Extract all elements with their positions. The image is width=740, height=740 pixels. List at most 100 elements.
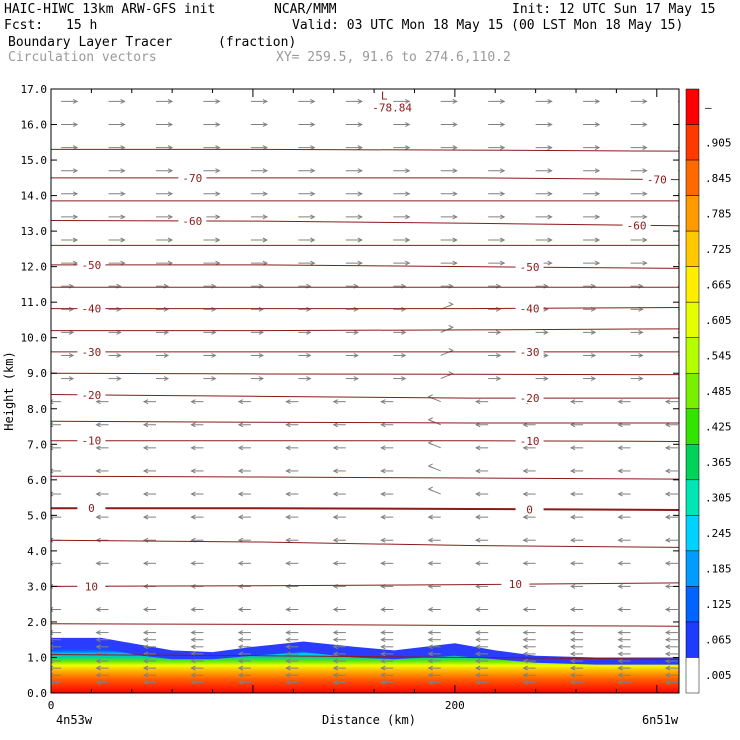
- vector-arrowhead: [617, 672, 623, 678]
- vector-arrowhead: [142, 445, 149, 451]
- vector-arrowhead: [569, 399, 576, 405]
- vector-arrowhead: [167, 168, 174, 174]
- vector-arrowhead: [522, 665, 528, 671]
- vector-arrowhead: [190, 399, 196, 405]
- vector-arrowhead: [190, 607, 196, 612]
- vector-arrowhead: [258, 376, 265, 382]
- vector-arrowhead: [211, 376, 217, 382]
- vector-arrowhead: [475, 637, 481, 643]
- isotherm-label-bg: [622, 219, 651, 231]
- isotherm-line: [51, 623, 679, 627]
- vector-arrowhead: [522, 607, 528, 612]
- vector-arrowhead: [332, 445, 339, 451]
- vector-arrowhead: [380, 560, 386, 566]
- vector-arrowhead: [522, 630, 528, 636]
- vector-arrowhead: [285, 514, 291, 520]
- vector-arrowhead: [285, 491, 291, 497]
- vector-arrowhead: [547, 191, 553, 197]
- vector-arrowhead: [68, 306, 75, 312]
- vector-arrowhead: [51, 583, 54, 589]
- vector-arrowhead: [427, 637, 433, 643]
- vector-arrowhead: [452, 145, 458, 151]
- colorbar-label: .245: [705, 527, 732, 540]
- vector-arrowhead: [332, 607, 339, 612]
- colorbar-swatch: [685, 550, 700, 587]
- vector-arrowhead: [405, 191, 411, 197]
- vector-arrowhead: [190, 491, 196, 497]
- vector-arrowhead: [190, 665, 196, 671]
- vectors-label: Circulation vectors: [8, 50, 157, 65]
- colorbar-label: .065: [705, 634, 732, 647]
- vector-arrowhead: [163, 353, 170, 358]
- vector-arrowhead: [310, 237, 316, 243]
- vector-arrowhead: [262, 122, 269, 127]
- vector-arrowhead: [95, 468, 101, 474]
- forecast-label: Fcst:: [4, 18, 44, 33]
- vector-arrowhead: [142, 630, 149, 636]
- vector-arrowhead: [401, 376, 407, 382]
- vector-arrowhead: [285, 630, 291, 636]
- isotherm-label: -70: [647, 173, 667, 186]
- vector-arrowhead: [617, 679, 623, 685]
- vector-arrowhead: [353, 306, 359, 312]
- vector-arrowhead: [522, 514, 528, 520]
- vector-arrowhead: [547, 237, 553, 243]
- vector-arrowhead: [664, 607, 671, 612]
- vector-arrowhead: [332, 537, 339, 543]
- vector-arrowhead: [51, 468, 54, 474]
- vector-arrowhead: [617, 658, 623, 664]
- colorbar-label: .665: [705, 278, 732, 291]
- vector-arrowhead: [594, 98, 601, 104]
- vector-arrowhead: [594, 237, 601, 243]
- vector-arrowhead: [401, 353, 407, 358]
- vector-arrowhead: [285, 651, 291, 657]
- field-name: Boundary Layer Tracer: [8, 35, 173, 50]
- isotherm-label: -70: [182, 172, 202, 185]
- vector-arrowhead: [332, 672, 339, 678]
- isotherm-label-bg: [515, 261, 544, 273]
- vector-arrowhead: [405, 214, 411, 220]
- vector-arrowhead: [642, 145, 648, 151]
- vector-arrowhead: [569, 679, 576, 685]
- vector-arrowhead: [190, 679, 196, 685]
- vector-arrowhead: [357, 98, 363, 104]
- vector-arrowhead: [617, 514, 623, 520]
- vector-arrowhead: [569, 630, 576, 636]
- vector-arrowhead: [499, 122, 506, 127]
- y-tick-label: 15.0: [21, 154, 48, 167]
- vector-arrowhead: [380, 468, 386, 474]
- vector-arrowhead: [95, 445, 101, 451]
- vector-arrowhead: [285, 537, 291, 543]
- vector-arrowhead: [427, 630, 433, 636]
- isotherm-label-bg: [77, 502, 106, 514]
- vector-arrowhead: [569, 644, 576, 650]
- vector-arrowhead: [167, 122, 174, 127]
- vector-arrowhead: [285, 399, 291, 405]
- vector-arrowhead: [590, 376, 597, 382]
- vector-arrowhead: [51, 560, 54, 566]
- vector-arrowhead: [95, 672, 101, 678]
- vector-arrowhead: [569, 468, 576, 474]
- vector-arrowhead: [237, 583, 244, 589]
- vector-arrowhead: [72, 122, 79, 127]
- vector-arrowhead: [116, 353, 122, 358]
- vector-arrowhead: [95, 560, 101, 566]
- isotherm-line: [51, 328, 679, 332]
- vector-arrowhead: [617, 607, 623, 612]
- vector-arrowhead: [215, 168, 221, 174]
- isotherm-label-bg: [77, 434, 106, 446]
- isotherm-line: [51, 539, 679, 548]
- vector-arrowhead: [475, 583, 481, 589]
- temperature-contours: [51, 148, 679, 660]
- colorbar-swatch: [685, 515, 700, 552]
- vector-arrowhead: [357, 237, 363, 243]
- vector-arrowhead: [237, 672, 244, 678]
- vector-arrowhead: [237, 491, 244, 497]
- vector-arrowhead: [167, 237, 174, 243]
- vector-arrowhead: [401, 329, 407, 335]
- vector-arrowhead: [380, 630, 386, 636]
- vector-arrowhead: [51, 607, 54, 612]
- vector-arrowhead: [142, 560, 149, 566]
- isotherm-label-bg: [77, 302, 106, 314]
- vector-arrowhead: [285, 468, 291, 474]
